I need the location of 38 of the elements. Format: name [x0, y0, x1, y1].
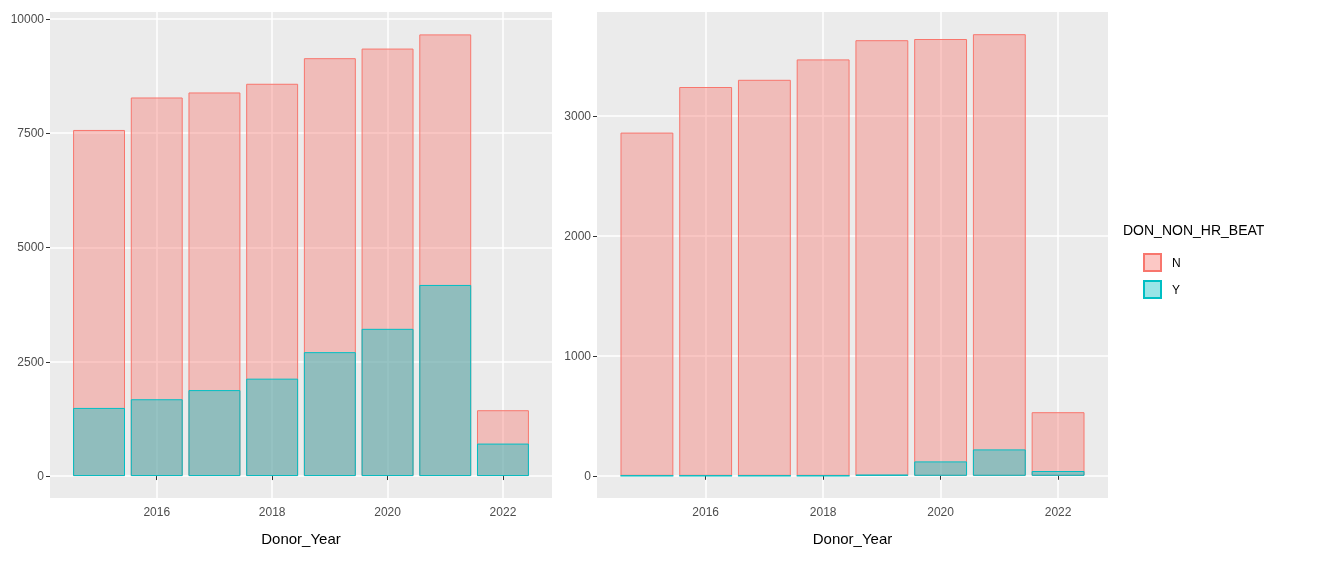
bar — [246, 378, 299, 477]
y-tick-label: 0 — [584, 468, 592, 483]
x-tick-label: 2022 — [1044, 505, 1072, 519]
bar — [737, 79, 791, 476]
bar — [130, 399, 183, 477]
bar — [679, 87, 733, 476]
y-tick-label: 5000 — [17, 240, 45, 255]
bar — [914, 461, 968, 476]
legend-title: DON_NON_HR_BEAT — [1123, 222, 1265, 238]
bar — [361, 328, 414, 477]
y-tick-label: 2000 — [564, 228, 592, 243]
x-axis-title: Donor_Year — [812, 530, 893, 547]
y-tick-label: 0 — [37, 469, 45, 484]
bar — [796, 59, 850, 476]
y-tick-label: 3000 — [564, 108, 592, 123]
y-tick-label: 1000 — [564, 348, 592, 363]
x-tick-label: 2020 — [927, 505, 955, 519]
bar — [476, 443, 529, 477]
x-axis-title: Donor_Year — [261, 530, 341, 547]
x-tick-label: 2018 — [258, 505, 286, 519]
x-tick-label: 2016 — [692, 505, 720, 519]
bar — [972, 449, 1026, 476]
bar — [188, 390, 241, 477]
x-tick-label: 2016 — [143, 505, 171, 519]
y-tick-label: 10000 — [10, 11, 45, 26]
y-tick-label: 7500 — [17, 126, 45, 141]
x-tick-label: 2020 — [374, 505, 402, 519]
y-tick-label: 2500 — [17, 354, 45, 369]
bar — [855, 40, 909, 476]
bar — [303, 352, 356, 477]
bar — [1031, 471, 1085, 476]
legend-label: N — [1172, 255, 1181, 270]
legend-label: Y — [1172, 282, 1181, 297]
bar — [620, 132, 674, 476]
x-tick-label: 2018 — [809, 505, 837, 519]
bar — [419, 284, 472, 477]
x-tick-label: 2022 — [489, 505, 517, 519]
bar — [73, 407, 126, 477]
